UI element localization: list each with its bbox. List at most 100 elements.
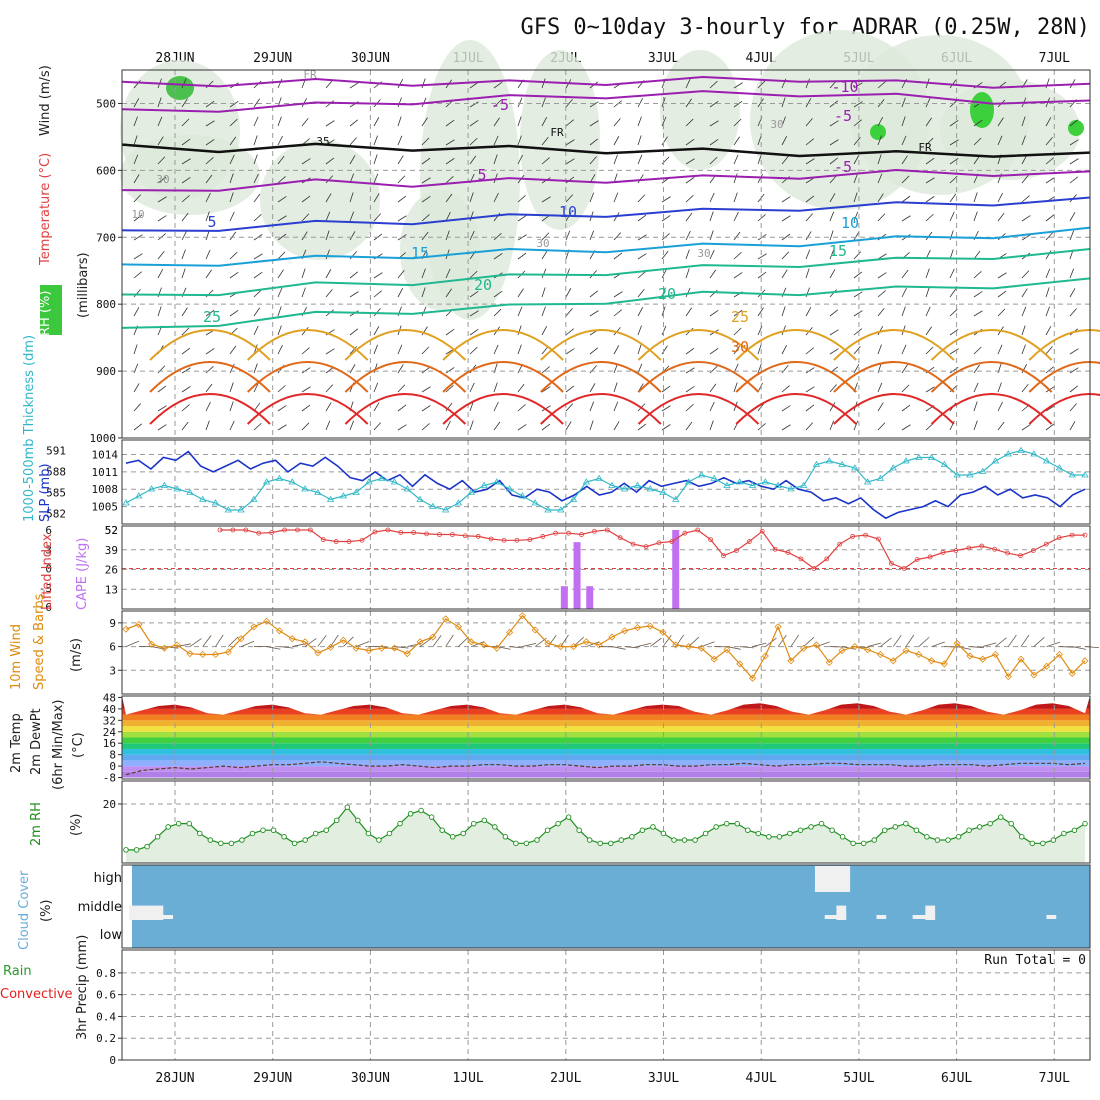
wind-barb bbox=[356, 641, 370, 647]
thickness-marker bbox=[748, 481, 757, 488]
thickness-marker bbox=[710, 474, 718, 481]
wind-barb bbox=[133, 423, 143, 431]
wind-barb bbox=[541, 250, 548, 260]
contour-label: 30 bbox=[770, 118, 783, 131]
wind-barb bbox=[685, 287, 691, 298]
wind-barb bbox=[805, 268, 810, 279]
thickness-marker bbox=[991, 457, 1000, 464]
wind-barb bbox=[349, 211, 355, 222]
thickness-marker bbox=[582, 478, 591, 485]
rh-marker bbox=[565, 814, 572, 820]
wind-barb bbox=[1045, 250, 1052, 260]
wind-barb bbox=[805, 177, 815, 184]
wind-barb bbox=[469, 270, 478, 279]
wind-barb bbox=[853, 346, 861, 355]
wind-barb bbox=[445, 230, 450, 241]
lifted-index-marker bbox=[385, 527, 391, 533]
thickness-axis-label: 1000-500mb Thickness (dm) bbox=[22, 335, 37, 522]
wind-barb bbox=[229, 309, 239, 317]
wind-barb bbox=[373, 382, 379, 393]
thickness-marker bbox=[135, 492, 143, 499]
wind-barb bbox=[1021, 195, 1030, 203]
wind-barb bbox=[469, 420, 474, 431]
slp-tick-label: 1008 bbox=[92, 483, 119, 496]
wind-speed-marker bbox=[237, 635, 245, 643]
wind-barb bbox=[1045, 268, 1051, 279]
isotherm-line bbox=[344, 361, 467, 393]
wind-barb bbox=[853, 155, 860, 165]
wind-barb bbox=[661, 385, 671, 393]
wind-barb bbox=[157, 176, 167, 184]
rh-legend-swatch bbox=[40, 285, 62, 335]
wind-speed-marker bbox=[889, 657, 897, 665]
rh-marker bbox=[228, 840, 235, 847]
temperature-band bbox=[122, 754, 1090, 761]
wind-barb bbox=[493, 117, 500, 127]
lifted-index-marker bbox=[643, 544, 649, 550]
wind-speed-marker bbox=[787, 657, 795, 665]
rh-high-patch bbox=[1068, 120, 1084, 136]
thickness-marker bbox=[953, 471, 961, 478]
rh-marker bbox=[513, 840, 519, 847]
wind-barb bbox=[997, 308, 1006, 317]
wind-barb bbox=[709, 420, 714, 431]
isotherm-line bbox=[637, 329, 760, 361]
wind-barb bbox=[1045, 423, 1055, 431]
axis-tick-label: 0.6 bbox=[96, 989, 116, 1002]
rh-marker bbox=[154, 834, 161, 840]
rh-marker bbox=[281, 834, 287, 840]
wind-barb bbox=[589, 420, 594, 431]
wind-barb bbox=[613, 252, 623, 260]
rh-marker bbox=[133, 847, 140, 853]
lifted-index-marker bbox=[656, 540, 662, 546]
wind-barb bbox=[661, 233, 670, 241]
wind-barb bbox=[589, 310, 599, 317]
wind-speed-marker bbox=[352, 644, 360, 652]
wind-barb bbox=[781, 233, 791, 241]
rh-marker bbox=[291, 840, 298, 847]
wind-barb bbox=[157, 306, 162, 317]
wind-barb bbox=[949, 308, 958, 317]
rh-marker bbox=[987, 820, 993, 827]
wind-barb bbox=[397, 97, 402, 108]
thickness-marker bbox=[863, 478, 872, 485]
wind-barb bbox=[661, 250, 669, 260]
axis-tick-label: 24 bbox=[103, 726, 117, 739]
wind-barb bbox=[205, 120, 215, 127]
axis-tick-label: 48 bbox=[103, 691, 116, 704]
wind-barb bbox=[541, 78, 546, 89]
wind-barb bbox=[661, 424, 671, 431]
rh-marker bbox=[323, 827, 329, 833]
wind-barb bbox=[877, 344, 882, 355]
wind-barb bbox=[637, 174, 644, 184]
date-label-top: 30JUN bbox=[351, 51, 390, 66]
wind-barb bbox=[1045, 326, 1052, 336]
contour-label: 25 bbox=[203, 308, 221, 326]
panel-frame bbox=[121, 69, 1091, 439]
wind-barb bbox=[1021, 270, 1030, 279]
wind-barb bbox=[709, 230, 714, 241]
rh-marker bbox=[692, 837, 698, 843]
wind-barb bbox=[589, 156, 597, 165]
wind-barb bbox=[1021, 175, 1029, 184]
wind-barb bbox=[877, 290, 886, 298]
axis-tick-label: 0 bbox=[109, 760, 116, 773]
wind-barb bbox=[292, 643, 307, 647]
wind-barb bbox=[925, 213, 934, 222]
rh-marker bbox=[197, 830, 203, 837]
wind-barb bbox=[1084, 646, 1099, 648]
isotherm-line bbox=[149, 361, 271, 393]
precip-convective-label: Convective bbox=[0, 987, 73, 1002]
wind-barb bbox=[253, 135, 258, 146]
isotherm-line bbox=[121, 142, 1091, 158]
lifted-index-marker bbox=[359, 537, 365, 543]
contour-label: 20 bbox=[474, 276, 492, 294]
millibars-axis-label: (millibars) bbox=[76, 252, 91, 318]
wind-barb bbox=[853, 310, 863, 317]
wind-barb bbox=[157, 156, 166, 165]
wind-barb bbox=[517, 424, 527, 431]
cape-tick-label: 39 bbox=[105, 544, 118, 557]
wind-barb bbox=[1020, 634, 1030, 647]
wind-barb bbox=[253, 307, 261, 317]
temp2m-axis-label: 2m Temp bbox=[9, 713, 24, 773]
